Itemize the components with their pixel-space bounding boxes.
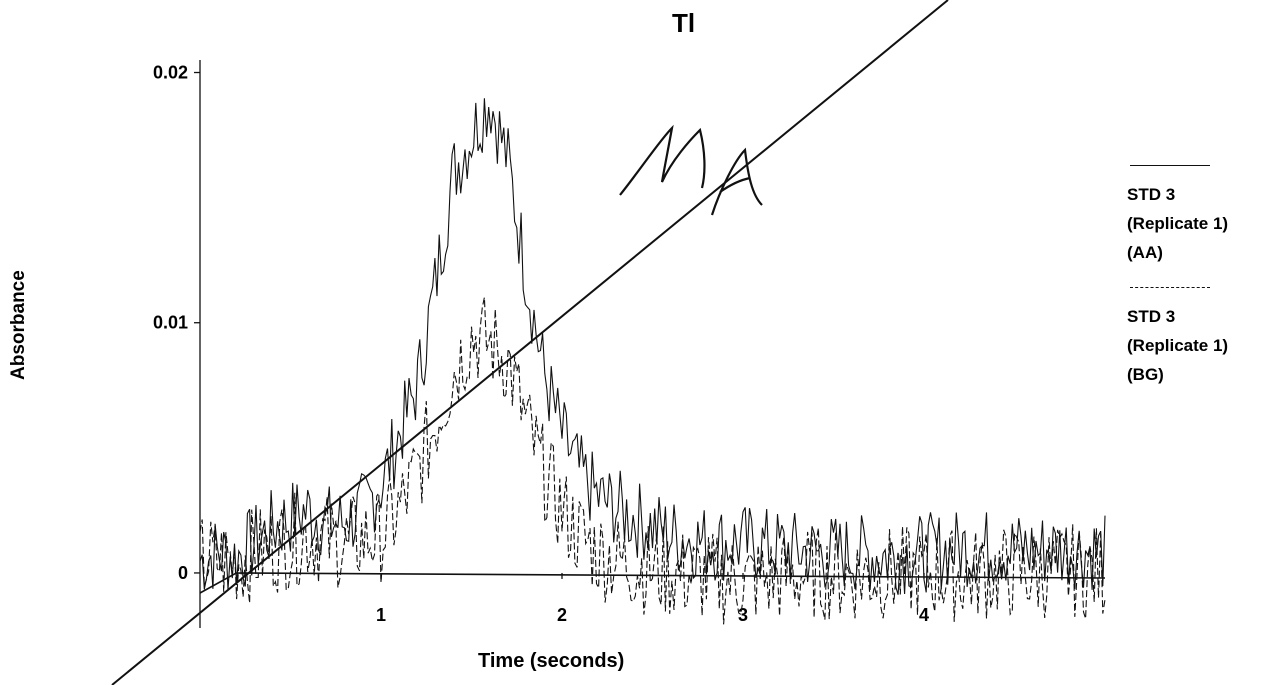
legend-entry-bg: STD 3 (Replicate 1) (BG) bbox=[1127, 287, 1287, 389]
x-tick-label: 4 bbox=[919, 605, 929, 625]
handwritten-na-signature bbox=[619, 124, 706, 196]
annotation-layer bbox=[111, 0, 949, 685]
baseline-line bbox=[199, 572, 1106, 594]
legend-entry-aa: STD 3 (Replicate 1) (AA) bbox=[1127, 165, 1287, 267]
x-tick-label: 3 bbox=[738, 605, 748, 625]
legend-label-line: (Replicate 1) bbox=[1127, 214, 1229, 233]
y-tick-label: 0.02 bbox=[153, 63, 188, 83]
y-axis-label: Absorbance bbox=[8, 270, 29, 380]
chart-title: Tl bbox=[672, 8, 696, 38]
x-axis-label: Time (seconds) bbox=[478, 650, 625, 672]
legend-label-line: (AA) bbox=[1127, 243, 1163, 262]
handwritten-na-signature-2 bbox=[710, 147, 763, 216]
series-line-bg bbox=[199, 297, 1106, 625]
y-tick-label: 0 bbox=[178, 563, 188, 583]
legend-label-line: (BG) bbox=[1127, 365, 1164, 384]
legend-swatch-dashed bbox=[1130, 287, 1210, 288]
legend-swatch-solid bbox=[1130, 165, 1210, 166]
legend-label-line: (Replicate 1) bbox=[1127, 336, 1229, 355]
legend-label-line: STD 3 bbox=[1127, 185, 1176, 204]
series-layer bbox=[199, 98, 1106, 625]
legend: STD 3 (Replicate 1) (AA) STD 3 (Replicat… bbox=[1127, 165, 1287, 409]
legend-label-line: STD 3 bbox=[1127, 307, 1176, 326]
y-tick-label: 0.01 bbox=[153, 313, 188, 333]
handwritten-strike-line bbox=[111, 0, 949, 685]
x-tick-label: 1 bbox=[376, 605, 386, 625]
x-tick-label: 2 bbox=[557, 605, 567, 625]
series-line-aa bbox=[199, 98, 1106, 595]
